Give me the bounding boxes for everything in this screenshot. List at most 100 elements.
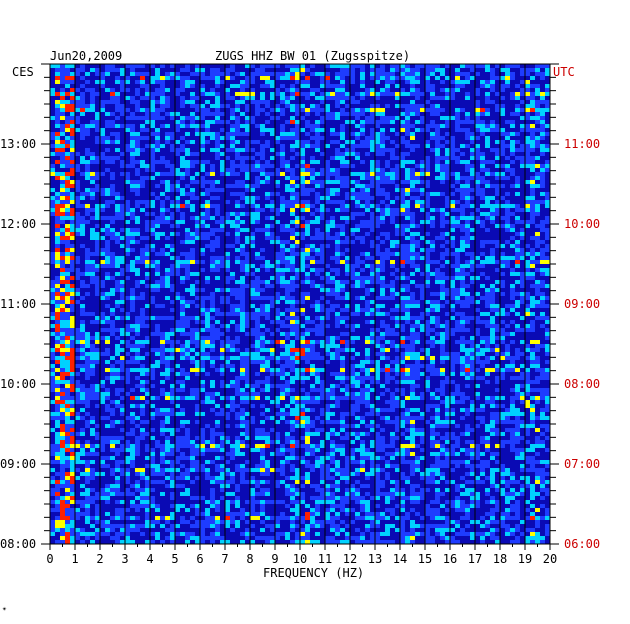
spectrogram-cell <box>515 264 520 268</box>
spectrogram-cell <box>165 368 170 372</box>
spectrogram-cell <box>295 332 300 336</box>
spectrogram-cell <box>295 120 300 124</box>
spectrogram-cell <box>175 232 180 236</box>
spectrogram-cell <box>410 212 415 216</box>
spectrogram-cell <box>275 412 280 416</box>
spectrogram-cell <box>350 408 355 412</box>
spectrogram-cell <box>355 336 360 340</box>
spectrogram-cell <box>230 244 235 248</box>
spectrogram-cell <box>370 172 375 176</box>
spectrogram-cell <box>480 244 485 248</box>
spectrogram-cell <box>240 400 245 404</box>
spectrogram-cell <box>240 360 245 364</box>
spectrogram-cell <box>480 240 485 244</box>
spectrogram-cell <box>70 380 75 384</box>
spectrogram-cell <box>435 404 440 408</box>
spectrogram-cell <box>395 156 400 160</box>
spectrogram-cell <box>540 268 545 272</box>
spectrogram-cell <box>520 100 525 104</box>
spectrogram-cell <box>245 356 250 360</box>
spectrogram-cell <box>350 72 355 76</box>
spectrogram-cell <box>500 264 505 268</box>
spectrogram-cell <box>80 68 85 72</box>
spectrogram-cell <box>340 84 345 88</box>
spectrogram-cell <box>485 340 490 344</box>
spectrogram-cell <box>230 96 235 100</box>
spectrogram-cell <box>170 340 175 344</box>
spectrogram-cell <box>420 208 425 212</box>
spectrogram-cell <box>360 280 365 284</box>
spectrogram-cell <box>340 224 345 228</box>
spectrogram-cell <box>170 344 175 348</box>
spectrogram-cell <box>165 184 170 188</box>
spectrogram-cell <box>480 252 485 256</box>
spectrogram-cell <box>460 280 465 284</box>
spectrogram-cell <box>205 356 210 360</box>
spectrogram-cell <box>50 132 55 136</box>
spectrogram-cell <box>90 232 95 236</box>
spectrogram-cell <box>435 132 440 136</box>
spectrogram-cell <box>180 304 185 308</box>
spectrogram-cell <box>350 328 355 332</box>
spectrogram-cell <box>320 80 325 84</box>
spectrogram-cell <box>305 292 310 296</box>
spectrogram-cell <box>515 348 520 352</box>
spectrogram-cell <box>185 252 190 256</box>
spectrogram-cell <box>410 300 415 304</box>
spectrogram-cell <box>335 240 340 244</box>
spectrogram-cell <box>65 260 70 264</box>
spectrogram-cell <box>245 140 250 144</box>
spectrogram-cell <box>170 356 175 360</box>
spectrogram-cell <box>180 308 185 312</box>
spectrogram-cell <box>360 268 365 272</box>
spectrogram-cell <box>545 216 550 220</box>
spectrogram-cell <box>465 236 470 240</box>
spectrogram-cell <box>60 240 65 244</box>
spectrogram-cell <box>405 244 410 248</box>
spectrogram-cell <box>540 368 545 372</box>
spectrogram-cell <box>185 152 190 156</box>
spectrogram-cell <box>125 360 130 364</box>
spectrogram-cell <box>315 88 320 92</box>
spectrogram-cell <box>385 376 390 380</box>
spectrogram-cell <box>65 292 70 296</box>
spectrogram-cell <box>515 352 520 356</box>
spectrogram-cell <box>100 72 105 76</box>
spectrogram-cell <box>405 152 410 156</box>
spectrogram-cell <box>130 100 135 104</box>
spectrogram-cell <box>85 368 90 372</box>
spectrogram-cell <box>465 144 470 148</box>
spectrogram-cell <box>325 412 330 416</box>
spectrogram-cell <box>270 304 275 308</box>
spectrogram-cell <box>290 172 295 176</box>
spectrogram-cell <box>280 248 285 252</box>
spectrogram-cell <box>445 332 450 336</box>
spectrogram-cell <box>505 176 510 180</box>
spectrogram-cell <box>520 292 525 296</box>
spectrogram-cell <box>80 128 85 132</box>
spectrogram-cell <box>195 104 200 108</box>
spectrogram-cell <box>55 276 60 280</box>
spectrogram-cell <box>215 308 220 312</box>
spectrogram-cell <box>385 72 390 76</box>
spectrogram-cell <box>515 324 520 328</box>
spectrogram-cell <box>285 132 290 136</box>
spectrogram-cell <box>320 332 325 336</box>
spectrogram-cell <box>65 316 70 320</box>
spectrogram-cell <box>145 264 150 268</box>
spectrogram-cell <box>515 384 520 388</box>
spectrogram-cell <box>55 140 60 144</box>
spectrogram-cell <box>345 268 350 272</box>
spectrogram-cell <box>530 188 535 192</box>
spectrogram-cell <box>280 356 285 360</box>
spectrogram-cell <box>480 120 485 124</box>
spectrogram-cell <box>225 168 230 172</box>
spectrogram-cell <box>210 344 215 348</box>
spectrogram-cell <box>95 356 100 360</box>
spectrogram-cell <box>280 388 285 392</box>
spectrogram-cell <box>380 296 385 300</box>
spectrogram-cell <box>470 276 475 280</box>
spectrogram-cell <box>105 276 110 280</box>
spectrogram-cell <box>530 180 535 184</box>
spectrogram-cell <box>495 208 500 212</box>
